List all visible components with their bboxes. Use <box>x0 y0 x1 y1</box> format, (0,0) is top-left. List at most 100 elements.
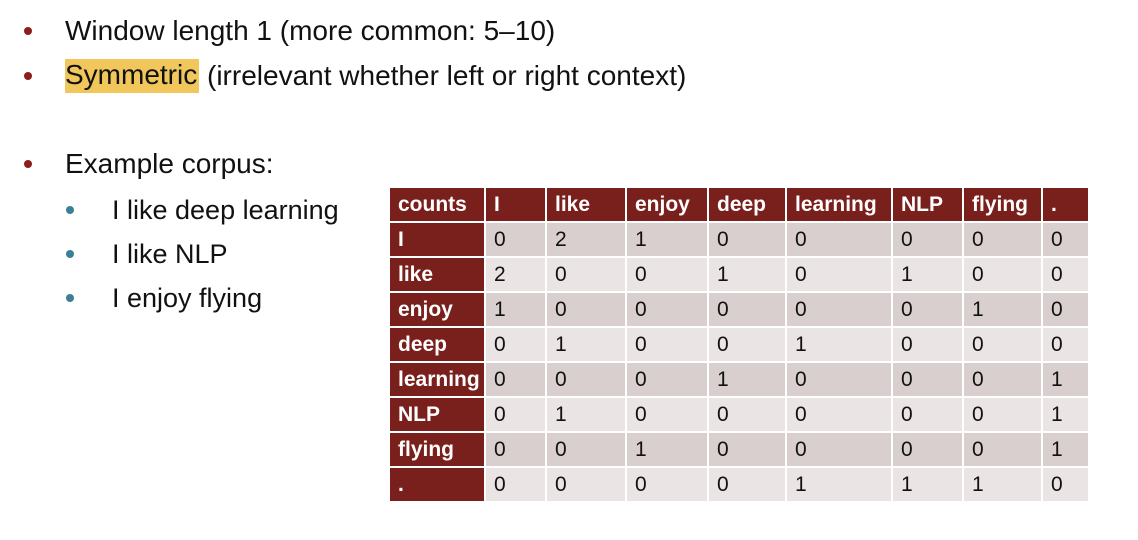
row-label: deep <box>390 328 486 363</box>
table-cell: 1 <box>547 398 627 433</box>
bullet-text: Window length 1 (more common: 5–10) <box>65 15 556 46</box>
table-row: like 2 0 0 1 0 1 0 0 <box>390 258 1090 293</box>
table-cell: 1 <box>964 293 1043 328</box>
table-cell: 0 <box>893 293 964 328</box>
table-cell: 0 <box>964 433 1043 468</box>
table-cell: 1 <box>709 258 787 293</box>
table-row: learning 0 0 0 1 0 0 0 1 <box>390 363 1090 398</box>
table-cell: 0 <box>547 293 627 328</box>
table-cell: 1 <box>1043 433 1090 468</box>
table-cell: 0 <box>627 468 709 503</box>
bullet-icon <box>24 27 32 35</box>
corpus-item: I enjoy flying <box>66 281 262 315</box>
row-label: I <box>390 223 486 258</box>
table-cell: 0 <box>964 258 1043 293</box>
table-header-row: counts I like enjoy deep learning NLP fl… <box>390 188 1090 223</box>
table-cell: 0 <box>893 433 964 468</box>
table-row: NLP 0 1 0 0 0 0 0 1 <box>390 398 1090 433</box>
table-cell: 0 <box>627 328 709 363</box>
table-cell: 0 <box>627 293 709 328</box>
header-cell: deep <box>709 188 787 223</box>
highlighted-term: Symmetric <box>65 59 200 93</box>
table-cell: 0 <box>1043 223 1090 258</box>
table-cell: 0 <box>486 363 547 398</box>
table-cell: 1 <box>787 328 893 363</box>
table-cell: 0 <box>709 468 787 503</box>
table-cell: 1 <box>627 433 709 468</box>
row-label: learning <box>390 363 486 398</box>
table-cell: 1 <box>893 468 964 503</box>
table-cell: 0 <box>964 398 1043 433</box>
table-cell: 0 <box>1043 258 1090 293</box>
table-row: flying 0 0 1 0 0 0 0 1 <box>390 433 1090 468</box>
table-cell: 1 <box>486 293 547 328</box>
table-cell: 0 <box>787 293 893 328</box>
table-cell: 1 <box>1043 363 1090 398</box>
table-cell: 1 <box>964 468 1043 503</box>
table-cell: 2 <box>486 258 547 293</box>
cooccurrence-table-container: counts I like enjoy deep learning NLP fl… <box>390 188 1090 503</box>
table-cell: 0 <box>893 223 964 258</box>
table-cell: 0 <box>486 398 547 433</box>
sub-bullet-icon <box>66 206 74 214</box>
table-cell: 0 <box>1043 293 1090 328</box>
table-cell: 0 <box>709 433 787 468</box>
table-cell: 0 <box>787 223 893 258</box>
table-cell: 1 <box>787 468 893 503</box>
bullet-text: (irrelevant whether left or right contex… <box>199 60 687 91</box>
header-cell: learning <box>787 188 893 223</box>
table-cell: 0 <box>627 258 709 293</box>
table-cell: 0 <box>547 258 627 293</box>
row-label: enjoy <box>390 293 486 328</box>
table-cell: 0 <box>486 328 547 363</box>
corpus-item: I like NLP <box>66 237 228 271</box>
cooccurrence-table: counts I like enjoy deep learning NLP fl… <box>390 188 1090 503</box>
table-cell: 1 <box>709 363 787 398</box>
row-label: flying <box>390 433 486 468</box>
row-label: . <box>390 468 486 503</box>
table-cell: 1 <box>627 223 709 258</box>
table-cell: 0 <box>893 363 964 398</box>
bullet-icon <box>24 72 32 80</box>
header-cell: . <box>1043 188 1090 223</box>
table-cell: 0 <box>486 468 547 503</box>
table-cell: 0 <box>627 363 709 398</box>
table-cell: 0 <box>893 328 964 363</box>
sub-bullet-icon <box>66 294 74 302</box>
table-cell: 0 <box>547 363 627 398</box>
table-cell: 0 <box>964 363 1043 398</box>
table-cell: 2 <box>547 223 627 258</box>
table-cell: 0 <box>787 433 893 468</box>
table-cell: 1 <box>1043 398 1090 433</box>
header-cell: I <box>486 188 547 223</box>
table-row: . 0 0 0 0 1 1 1 0 <box>390 468 1090 503</box>
table-cell: 0 <box>486 433 547 468</box>
corpus-sentence: I like NLP <box>112 238 228 269</box>
table-cell: 0 <box>709 398 787 433</box>
bullet-symmetric: Symmetric (irrelevant whether left or ri… <box>24 58 686 94</box>
table-cell: 0 <box>964 223 1043 258</box>
table-cell: 0 <box>627 398 709 433</box>
table-row: enjoy 1 0 0 0 0 0 1 0 <box>390 293 1090 328</box>
table-cell: 1 <box>893 258 964 293</box>
corpus-item: I like deep learning <box>66 193 339 227</box>
table-cell: 0 <box>486 223 547 258</box>
table-cell: 0 <box>547 433 627 468</box>
table-cell: 0 <box>709 328 787 363</box>
header-cell: NLP <box>893 188 964 223</box>
bullet-window-length: Window length 1 (more common: 5–10) <box>24 14 555 48</box>
table-cell: 0 <box>547 468 627 503</box>
table-cell: 1 <box>547 328 627 363</box>
table-cell: 0 <box>709 223 787 258</box>
table-cell: 0 <box>787 258 893 293</box>
header-cell: counts <box>390 188 486 223</box>
corpus-sentence: I enjoy flying <box>112 282 263 313</box>
table-cell: 0 <box>1043 468 1090 503</box>
header-cell: flying <box>964 188 1043 223</box>
bullet-example-corpus: Example corpus: <box>24 147 274 181</box>
table-cell: 0 <box>1043 328 1090 363</box>
row-label: like <box>390 258 486 293</box>
bullet-icon <box>24 160 32 168</box>
table-cell: 0 <box>964 328 1043 363</box>
table-cell: 0 <box>787 363 893 398</box>
